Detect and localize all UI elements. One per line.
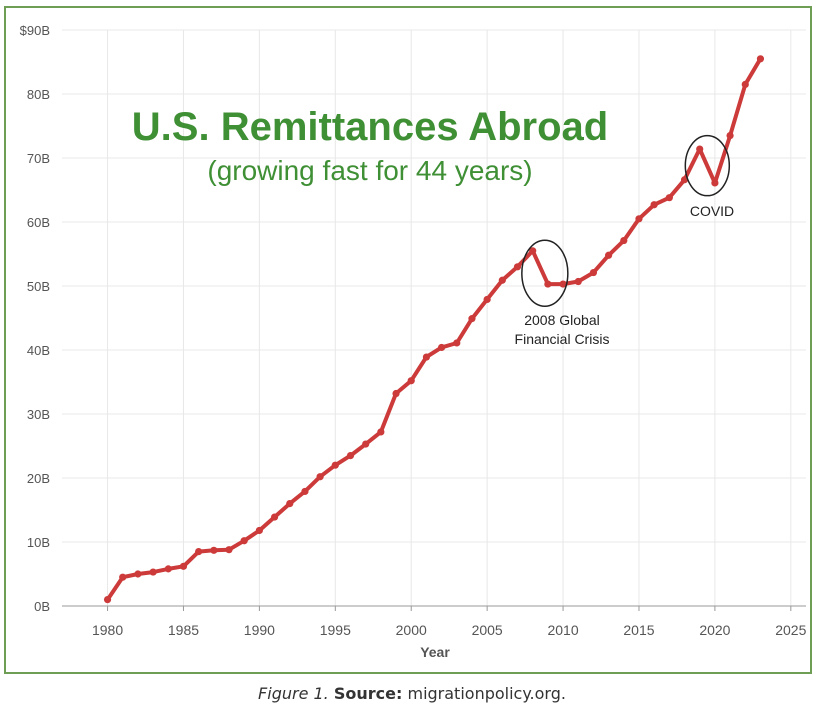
data-point (513, 263, 522, 271)
y-tick-label: 20B (27, 471, 50, 486)
data-point (726, 132, 734, 140)
data-point (255, 526, 263, 535)
x-tick-label: 2005 (472, 622, 503, 638)
x-tick-label: 2025 (775, 622, 806, 638)
data-point (605, 251, 613, 259)
x-axis-label: Year (420, 644, 450, 660)
data-point (286, 500, 294, 508)
y-tick-label: 70B (27, 151, 50, 166)
x-tick-label: 1980 (92, 622, 123, 638)
caption-source-text: migrationpolicy.org. (407, 684, 566, 703)
data-point (529, 247, 537, 255)
covid-annotation-label: COVID (690, 203, 734, 219)
data-point (225, 546, 233, 554)
data-point (195, 548, 203, 556)
caption-source-label: Source: (333, 684, 403, 703)
data-point (240, 537, 248, 545)
data-point (620, 236, 628, 245)
y-tick-label: 60B (27, 215, 50, 230)
data-point (179, 562, 188, 570)
chart-frame (4, 6, 812, 674)
data-point (559, 280, 567, 288)
data-point (301, 487, 309, 496)
data-point (741, 80, 749, 88)
x-tick-label: 2000 (396, 622, 427, 638)
x-tick-label: 2015 (623, 622, 654, 638)
annotations: 2008 Global Financial Crisis COVID (515, 134, 734, 347)
data-point (346, 452, 355, 460)
data-point (422, 353, 431, 361)
data-point (574, 277, 582, 286)
data-point (756, 55, 765, 63)
data-point (392, 389, 400, 398)
data-point (498, 276, 506, 284)
data-point (680, 176, 689, 184)
x-tick-label: 1990 (244, 622, 275, 638)
y-tick-label: 30B (27, 407, 50, 422)
data-point (316, 473, 324, 481)
axes: 0B 10B 20B 30B 40B 50B 60B 70B 80B $90B 1980 1985 19… (20, 23, 807, 638)
data-point (103, 596, 112, 604)
crisis-annotation-label: Financial Crisis (515, 331, 610, 347)
data-point (453, 339, 461, 347)
x-tick-label: 2020 (699, 622, 730, 638)
y-tick-label: 0B (34, 599, 50, 614)
data-point (407, 377, 415, 385)
remittances-line-chart: 0B 10B 20B 30B 40B 50B 60B 70B 80B $90B 1980 1985 19… (20, 23, 807, 660)
data-point (149, 568, 157, 576)
data-point (164, 565, 172, 573)
y-tick-label: 50B (27, 279, 50, 294)
data-point (483, 295, 491, 304)
data-point (437, 343, 446, 352)
data-point (711, 179, 719, 187)
data-point (544, 280, 552, 288)
x-tick-label: 1995 (320, 622, 351, 638)
crisis-annotation-label: 2008 Global (524, 312, 600, 328)
series-remittances (103, 55, 765, 604)
data-point (468, 315, 476, 323)
y-tick-label: 80B (27, 87, 50, 102)
crisis-circle (521, 239, 569, 307)
chart-subtitle: (growing fast for 44 years) (207, 155, 532, 186)
covid-circle (684, 134, 731, 197)
y-tick-label: $90B (20, 23, 50, 38)
figure-caption: Figure 1. Source: migrationpolicy.org. (0, 684, 824, 703)
data-point (650, 201, 658, 209)
y-tick-label: 40B (27, 343, 50, 358)
data-point (210, 546, 218, 554)
x-tick-label: 1985 (168, 622, 199, 638)
data-point (377, 428, 385, 436)
y-tick-label: 10B (27, 535, 50, 550)
data-point (635, 215, 643, 223)
caption-figure-label: Figure 1. (258, 684, 329, 703)
data-point (134, 570, 142, 578)
data-point (589, 268, 598, 277)
data-point (665, 194, 673, 202)
data-point (696, 145, 704, 153)
chart-title: U.S. Remittances Abroad (132, 105, 608, 149)
x-tick-label: 2010 (547, 622, 578, 638)
data-point (331, 461, 339, 469)
data-point (362, 440, 370, 448)
data-point (119, 573, 127, 581)
data-point (270, 513, 279, 521)
